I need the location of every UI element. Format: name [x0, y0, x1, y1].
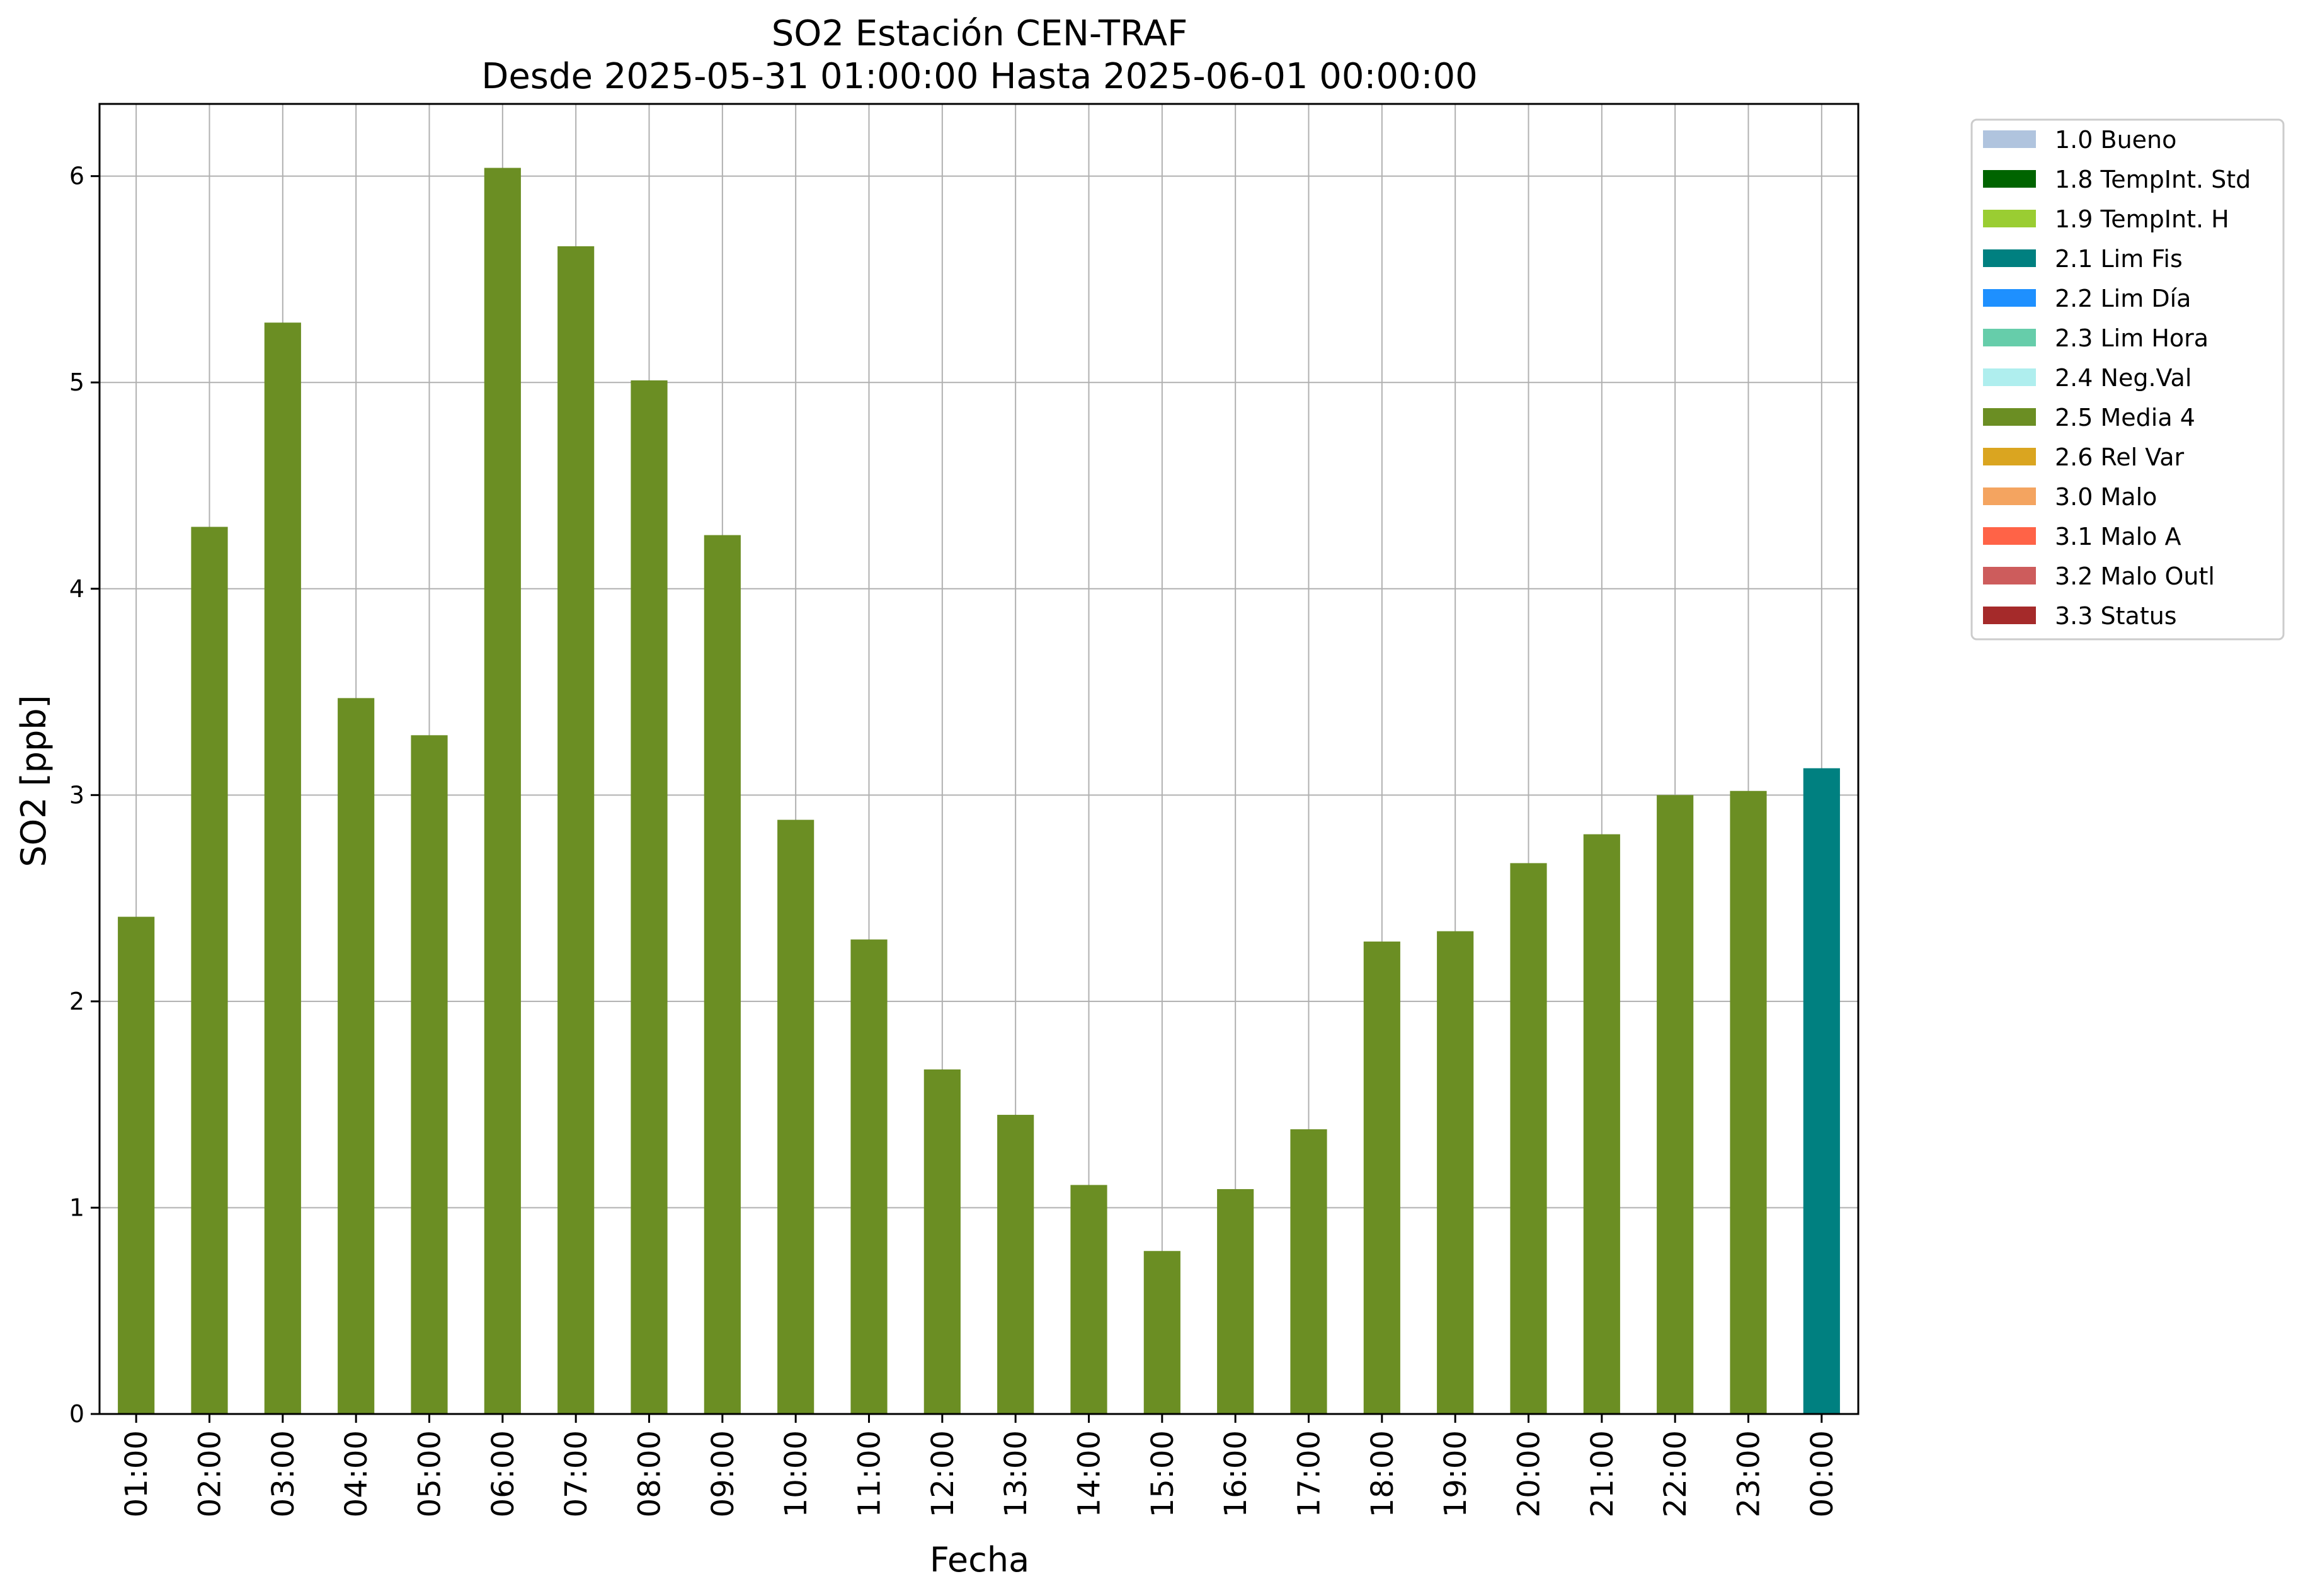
y-axis-ticks: 0 1 2 3 4 5 6	[69, 162, 100, 1428]
bar-17:00	[1290, 1129, 1327, 1414]
y-axis-label: SO2 [ppb]	[14, 695, 54, 867]
x-tick-label: 15:00	[1145, 1430, 1180, 1517]
bar-20:00	[1510, 863, 1547, 1414]
x-tick-label: 07:00	[559, 1430, 594, 1517]
bar-08:00	[631, 380, 668, 1414]
bar-21:00	[1583, 834, 1620, 1414]
bar-16:00	[1217, 1188, 1254, 1414]
bar-13:00	[997, 1115, 1034, 1414]
x-tick-label: 10:00	[779, 1430, 814, 1517]
bar-00:00	[1803, 768, 1840, 1414]
x-tick-label: 21:00	[1585, 1430, 1620, 1517]
bar-09:00	[704, 535, 741, 1415]
chart-subtitle: Desde 2025-05-31 01:00:00 Hasta 2025-06-…	[481, 56, 1478, 97]
legend-label: 1.0 Bueno	[2055, 126, 2176, 154]
legend-swatch	[1983, 130, 2036, 148]
legend-label: 1.9 TempInt. H	[2055, 205, 2229, 233]
legend-swatch	[1983, 448, 2036, 465]
bar-18:00	[1363, 941, 1400, 1414]
x-tick-label: 01:00	[119, 1430, 154, 1517]
legend: 1.0 Bueno 1.8 TempInt. Std 1.9 TempInt. H 2…	[1970, 118, 2285, 641]
bar-11:00	[850, 939, 888, 1414]
bar-12:00	[923, 1069, 961, 1414]
x-tick-label: 11:00	[852, 1430, 888, 1517]
legend-box	[1970, 118, 2285, 641]
legend-swatch	[1983, 249, 2036, 267]
legend-label: 2.2 Lim Día	[2055, 285, 2191, 312]
legend-label: 2.3 Lim Hora	[2055, 324, 2209, 352]
x-tick-label: 23:00	[1732, 1430, 1767, 1517]
x-tick-label: 05:00	[413, 1430, 448, 1517]
x-tick-label: 02:00	[193, 1430, 228, 1517]
x-tick-label: 17:00	[1292, 1430, 1327, 1517]
legend-label: 2.1 Lim Fis	[2055, 245, 2183, 273]
bar-06:00	[484, 168, 521, 1414]
y-tick-label: 0	[69, 1400, 84, 1428]
x-tick-label: 12:00	[925, 1430, 961, 1517]
y-tick-label: 1	[69, 1194, 84, 1221]
legend-label: 3.1 Malo A	[2055, 523, 2181, 550]
x-tick-label: 16:00	[1218, 1430, 1254, 1517]
bar-01:00	[118, 916, 155, 1414]
legend-label: 2.5 Media 4	[2055, 404, 2195, 431]
legend-swatch	[1983, 408, 2036, 426]
legend-swatch	[1983, 210, 2036, 227]
bar-07:00	[557, 246, 595, 1414]
x-tick-label: 03:00	[266, 1430, 301, 1517]
legend-swatch	[1983, 170, 2036, 188]
bar-02:00	[191, 527, 228, 1414]
bar-10:00	[777, 819, 814, 1414]
bar-15:00	[1143, 1251, 1180, 1414]
x-tick-label: 09:00	[706, 1430, 741, 1517]
legend-swatch	[1983, 487, 2036, 505]
bar-03:00	[264, 322, 301, 1414]
y-tick-label: 4	[69, 575, 84, 603]
legend-swatch	[1983, 527, 2036, 545]
legend-label: 2.6 Rel Var	[2055, 443, 2185, 471]
y-tick-label: 6	[69, 162, 84, 190]
legend-label: 2.4 Neg.Val	[2055, 364, 2192, 392]
x-tick-label: 19:00	[1438, 1430, 1473, 1517]
plot-frame	[98, 103, 1860, 1415]
x-tick-label: 00:00	[1805, 1430, 1840, 1517]
legend-swatch	[1983, 329, 2036, 346]
x-tick-label: 14:00	[1072, 1430, 1107, 1517]
x-tick-label: 20:00	[1512, 1430, 1547, 1517]
y-tick-label: 3	[69, 781, 84, 809]
legend-swatch	[1983, 368, 2036, 386]
x-tick-label: 22:00	[1658, 1430, 1693, 1517]
legend-label: 1.8 TempInt. Std	[2055, 166, 2251, 193]
chart-title: SO2 Estación CEN-TRAF	[772, 13, 1188, 54]
x-axis-ticks: 01:00 02:00 03:00 04:00 05:00 06:00 07:00 08:00…	[119, 1414, 1840, 1517]
bar-05:00	[411, 735, 448, 1414]
legend-swatch	[1983, 607, 2036, 624]
x-axis-label: Fecha	[930, 1540, 1029, 1580]
bar-22:00	[1657, 795, 1694, 1414]
legend-label: 3.2 Malo Outl	[2055, 562, 2215, 590]
legend-swatch	[1983, 289, 2036, 307]
bar-19:00	[1437, 931, 1474, 1414]
x-tick-label: 06:00	[486, 1430, 521, 1517]
x-tick-label: 13:00	[998, 1430, 1034, 1517]
bar-23:00	[1730, 790, 1767, 1414]
x-tick-label: 08:00	[632, 1430, 668, 1517]
x-tick-label: 18:00	[1365, 1430, 1400, 1517]
y-tick-label: 5	[69, 368, 84, 396]
bar-04:00	[338, 698, 375, 1414]
y-tick-label: 2	[69, 988, 84, 1015]
bar-14:00	[1070, 1185, 1107, 1414]
legend-label: 3.3 Status	[2055, 602, 2177, 630]
bars	[118, 168, 1840, 1415]
legend-swatch	[1983, 567, 2036, 584]
x-tick-label: 04:00	[339, 1430, 374, 1517]
legend-label: 3.0 Malo	[2055, 483, 2157, 511]
